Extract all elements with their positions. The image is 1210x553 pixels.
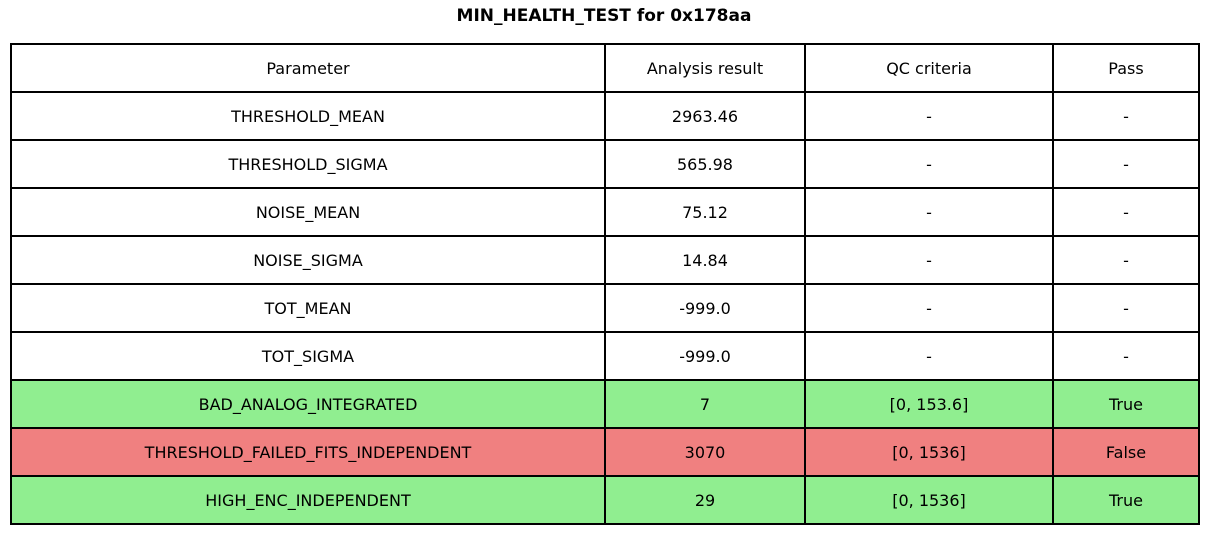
cell-analysis-result: 2963.46 — [604, 91, 806, 141]
cell-analysis-result: -999.0 — [604, 331, 806, 381]
cell-pass: - — [1052, 91, 1200, 141]
cell-analysis-result: 565.98 — [604, 139, 806, 189]
table-row: THRESHOLD_SIGMA 565.98 - - — [10, 139, 1200, 189]
cell-parameter: THRESHOLD_MEAN — [10, 91, 606, 141]
table-row: THRESHOLD_MEAN 2963.46 - - — [10, 91, 1200, 141]
cell-pass: - — [1052, 187, 1200, 237]
cell-pass: - — [1052, 331, 1200, 381]
cell-qc-criteria: [0, 153.6] — [804, 379, 1054, 429]
table-header-row: Parameter Analysis result QC criteria Pa… — [10, 43, 1200, 93]
cell-pass: True — [1052, 475, 1200, 525]
cell-parameter: BAD_ANALOG_INTEGRATED — [10, 379, 606, 429]
column-header-analysis-result: Analysis result — [604, 43, 806, 93]
column-header-qc-criteria: QC criteria — [804, 43, 1054, 93]
table-row: NOISE_SIGMA 14.84 - - — [10, 235, 1200, 285]
qc-results-table: Parameter Analysis result QC criteria Pa… — [10, 43, 1200, 525]
cell-analysis-result: 7 — [604, 379, 806, 429]
cell-parameter: THRESHOLD_SIGMA — [10, 139, 606, 189]
cell-qc-criteria: [0, 1536] — [804, 475, 1054, 525]
cell-parameter: TOT_MEAN — [10, 283, 606, 333]
cell-qc-criteria: [0, 1536] — [804, 427, 1054, 477]
cell-pass: - — [1052, 235, 1200, 285]
column-header-parameter: Parameter — [10, 43, 606, 93]
cell-pass: True — [1052, 379, 1200, 429]
cell-qc-criteria: - — [804, 235, 1054, 285]
cell-analysis-result: 29 — [604, 475, 806, 525]
cell-parameter: NOISE_SIGMA — [10, 235, 606, 285]
table-row: THRESHOLD_FAILED_FITS_INDEPENDENT 3070 [… — [10, 427, 1200, 477]
page-title: MIN_HEALTH_TEST for 0x178aa — [456, 6, 752, 26]
table-row: NOISE_MEAN 75.12 - - — [10, 187, 1200, 237]
table-row: BAD_ANALOG_INTEGRATED 7 [0, 153.6] True — [10, 379, 1200, 429]
cell-analysis-result: 14.84 — [604, 235, 806, 285]
cell-analysis-result: -999.0 — [604, 283, 806, 333]
cell-qc-criteria: - — [804, 187, 1054, 237]
cell-parameter: NOISE_MEAN — [10, 187, 606, 237]
cell-parameter: THRESHOLD_FAILED_FITS_INDEPENDENT — [10, 427, 606, 477]
cell-pass: - — [1052, 283, 1200, 333]
cell-parameter: TOT_SIGMA — [10, 331, 606, 381]
cell-qc-criteria: - — [804, 331, 1054, 381]
cell-pass: - — [1052, 139, 1200, 189]
cell-analysis-result: 3070 — [604, 427, 806, 477]
column-header-pass: Pass — [1052, 43, 1200, 93]
table-row: HIGH_ENC_INDEPENDENT 29 [0, 1536] True — [10, 475, 1200, 525]
table-row: TOT_MEAN -999.0 - - — [10, 283, 1200, 333]
cell-qc-criteria: - — [804, 91, 1054, 141]
cell-pass: False — [1052, 427, 1200, 477]
cell-parameter: HIGH_ENC_INDEPENDENT — [10, 475, 606, 525]
cell-qc-criteria: - — [804, 283, 1054, 333]
cell-qc-criteria: - — [804, 139, 1054, 189]
table-row: TOT_SIGMA -999.0 - - — [10, 331, 1200, 381]
cell-analysis-result: 75.12 — [604, 187, 806, 237]
